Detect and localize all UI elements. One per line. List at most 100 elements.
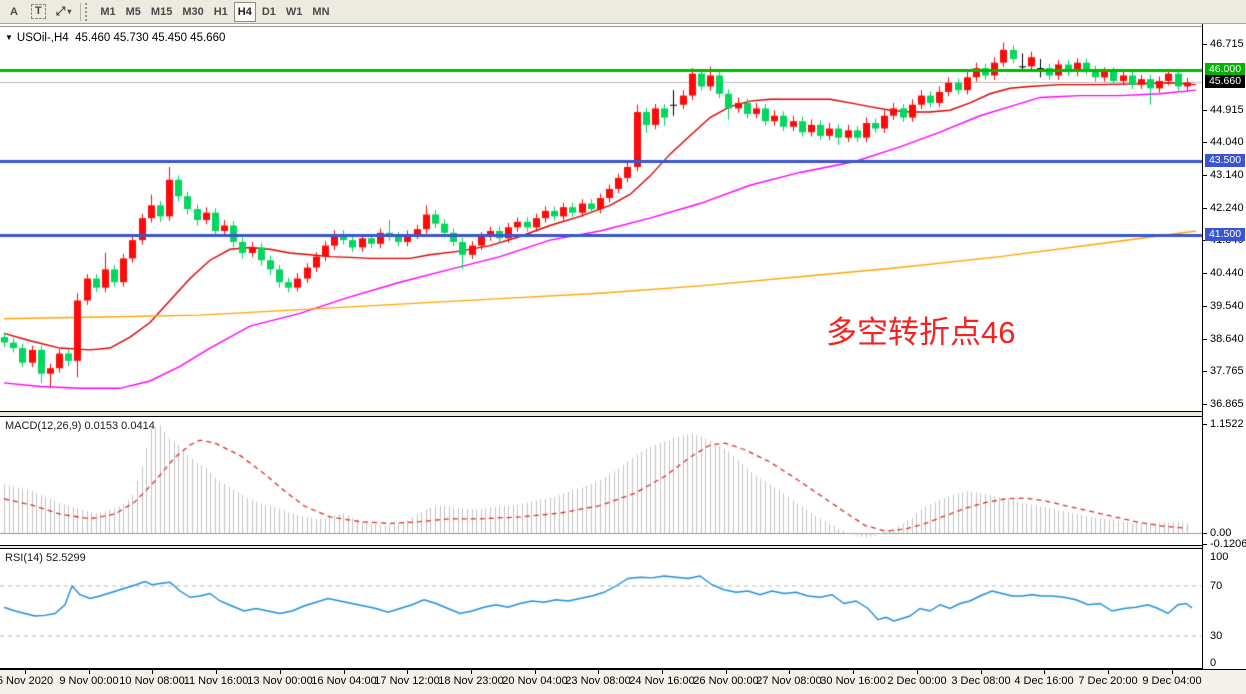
date-label: 11 Nov 16:00 — [183, 675, 249, 687]
price-level-badge: 43.500 — [1205, 154, 1245, 167]
date-label: 17 Nov 12:00 — [374, 675, 440, 687]
price-tick-label: 40.440 — [1210, 267, 1244, 279]
date-label: 4 Dec 16:00 — [1014, 675, 1074, 687]
macd-tick-label: 1.1522 — [1210, 418, 1244, 430]
rsi-pane-wrap — [0, 549, 1202, 669]
cursor-tool-button[interactable]: ⤢ ▾ — [52, 2, 76, 22]
main-price-chart[interactable] — [0, 27, 1202, 411]
price-tick-label: 37.765 — [1210, 365, 1244, 377]
date-tick-mark — [1044, 670, 1045, 674]
date-tick-mark — [726, 670, 727, 674]
timeframe-h1[interactable]: H1 — [210, 2, 232, 22]
rsi-tick-label: 70 — [1210, 580, 1223, 592]
date-label: 9 Nov 00:00 — [59, 675, 119, 687]
macd-name: MACD(12,26,9) — [5, 420, 82, 432]
price-level-badge: 46.000 — [1205, 63, 1245, 76]
date-label: 13 Nov 00:00 — [247, 675, 313, 687]
price-level-badge: 45.660 — [1205, 75, 1245, 88]
price-axis[interactable]: 46.71544.91544.04043.14042.24041.34040.4… — [1202, 24, 1246, 669]
macd-tick-mark — [1203, 424, 1207, 425]
price-level-badge: 41.500 — [1205, 228, 1245, 241]
date-label: 9 Dec 04:00 — [1142, 675, 1202, 687]
text-tool-label: T — [31, 4, 46, 19]
date-axis[interactable]: 5 Nov 2020 9 Nov 00:00 10 Nov 08:00 11 Nov … — [0, 669, 1246, 694]
price-tick-label: 46.715 — [1210, 38, 1244, 50]
date-label: 2 Dec 00:00 — [887, 675, 947, 687]
price-tick-mark — [1203, 142, 1207, 143]
chart-top-border — [0, 26, 1246, 27]
timeframe-m1[interactable]: M1 — [96, 2, 119, 22]
macd-indicator-pane[interactable] — [0, 417, 1202, 545]
price-tick-label: 36.865 — [1210, 398, 1244, 410]
date-tick-mark — [89, 670, 90, 674]
timeframe-m5[interactable]: M5 — [122, 2, 145, 22]
date-tick-mark — [152, 670, 153, 674]
rsi-tick-label: 30 — [1210, 630, 1223, 642]
date-label: 24 Nov 16:00 — [629, 675, 695, 687]
macd-tick-mark — [1203, 533, 1207, 534]
rsi-name: RSI(14) — [5, 552, 43, 564]
date-label: 26 Nov 00:00 — [693, 675, 759, 687]
font-tool-button[interactable]: A — [3, 2, 25, 22]
pane-separator[interactable] — [0, 545, 1202, 549]
toolbar-grip-handle[interactable] — [85, 2, 92, 21]
rsi-value: 52.5299 — [45, 552, 86, 564]
timeframe-d1[interactable]: D1 — [258, 2, 280, 22]
date-tick-mark — [344, 670, 345, 674]
date-label: 10 Nov 08:00 — [119, 675, 185, 687]
date-label: 23 Nov 08:00 — [565, 675, 631, 687]
price-tick-label: 39.540 — [1210, 300, 1244, 312]
price-tick-label: 44.915 — [1210, 104, 1244, 116]
price-tick-mark — [1203, 306, 1207, 307]
date-label: 3 Dec 08:00 — [951, 675, 1011, 687]
rsi-indicator-pane[interactable] — [0, 549, 1202, 668]
arrows-icon: ⤢ — [55, 4, 66, 18]
timeframe-w1[interactable]: W1 — [282, 2, 307, 22]
macd-tick-label: -0.1206 — [1210, 538, 1246, 550]
chart-text-annotation[interactable]: 多空转折点46 — [826, 315, 1016, 350]
chart-title: ▼ USOil-,H4 45.460 45.730 45.450 45.660 — [5, 32, 225, 44]
timeframe-m30[interactable]: M30 — [178, 2, 207, 22]
timeframe-mn[interactable]: MN — [308, 2, 333, 22]
date-tick-mark — [1172, 670, 1173, 674]
rsi-tick-label: 0 — [1210, 657, 1217, 669]
price-tick-mark — [1203, 371, 1207, 372]
ohlc-values: 45.460 45.730 45.450 45.660 — [75, 32, 226, 44]
timeframe-h4[interactable]: H4 — [233, 1, 256, 22]
price-tick-label: 38.640 — [1210, 333, 1244, 345]
date-label: 18 Nov 23:00 — [438, 675, 504, 687]
macd-label: MACD(12,26,9) 0.0153 0.0414 — [5, 420, 155, 432]
symbol-period-label: USOil-,H4 — [16, 32, 69, 44]
pane-separator[interactable] — [0, 411, 1202, 417]
date-tick-mark — [1108, 670, 1109, 674]
date-tick-mark — [280, 670, 281, 674]
date-label: 20 Nov 04:00 — [502, 675, 568, 687]
price-tick-label: 42.240 — [1210, 202, 1244, 214]
date-label: 5 Nov 2020 — [0, 675, 54, 687]
price-tick-label: 43.140 — [1210, 169, 1244, 181]
date-tick-mark — [662, 670, 663, 674]
date-tick-mark — [917, 670, 918, 674]
date-tick-mark — [407, 670, 408, 674]
price-tick-mark — [1203, 208, 1207, 209]
text-tool-button[interactable]: T — [27, 2, 50, 22]
rsi-tick-label: 100 — [1210, 551, 1229, 563]
macd-tick-mark — [1203, 544, 1207, 545]
timeframe-toolbar: M1 M5 M15 M30 H1 H4 D1 W1 MN — [95, 1, 334, 22]
date-label: 16 Nov 04:00 — [311, 675, 377, 687]
date-label: 7 Dec 20:00 — [1078, 675, 1138, 687]
macd-tick-label: 0.00 — [1210, 527, 1232, 539]
macd-values: 0.0153 0.0414 — [84, 420, 155, 432]
collapse-triangle-icon: ▼ — [5, 33, 13, 42]
timeframe-m15[interactable]: M15 — [147, 2, 176, 22]
price-tick-mark — [1203, 175, 1207, 176]
toolbar: A T ⤢ ▾ M1 M5 M15 M30 H1 H4 D1 W1 MN — [0, 0, 1246, 24]
price-tick-mark — [1203, 110, 1207, 111]
date-tick-mark — [25, 670, 26, 674]
toolbar-separator — [80, 2, 82, 21]
date-tick-mark — [216, 670, 217, 674]
rsi-label: RSI(14) 52.5299 — [5, 552, 86, 564]
date-tick-mark — [471, 670, 472, 674]
date-tick-mark — [535, 670, 536, 674]
